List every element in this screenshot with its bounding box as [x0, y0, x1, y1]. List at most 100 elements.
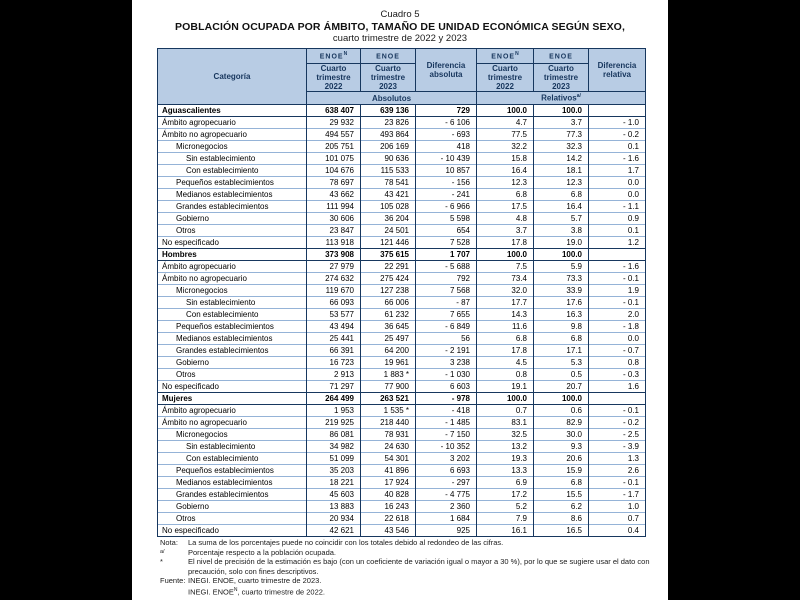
value-cell: 205 751	[306, 140, 361, 153]
table-row: Otros 2 913 1 883 * - 1 030 0.8 0.5- 0.3	[157, 368, 646, 381]
category-cell: Hombres	[157, 248, 307, 261]
value-cell: - 1.6	[588, 152, 646, 165]
table-row: Ámbito agropecuario 29 932 23 826- 6 106 4.…	[157, 116, 646, 129]
value-cell: 6.8	[533, 188, 589, 201]
table-row: Ámbito no agropecuario 274 632 275 424 792 7…	[157, 272, 646, 285]
absolutos-header: Absolutos	[306, 91, 477, 105]
value-cell: 792	[415, 272, 477, 285]
value-cell: - 1 030	[415, 368, 477, 381]
notes: Nota: La suma de los porcentajes puede n…	[160, 538, 654, 597]
value-cell: 13 883	[306, 500, 361, 513]
value-cell: 18 221	[306, 476, 361, 489]
value-cell: 100.0	[476, 392, 534, 405]
value-cell: 17.8	[476, 344, 534, 357]
category-cell: Gobierno	[157, 356, 307, 369]
absolutos-label: Absolutos	[371, 93, 412, 103]
survey-header-enoen-abs: ENOEN	[306, 48, 361, 64]
value-cell: 78 697	[306, 176, 361, 189]
value-cell: 6 603	[415, 380, 477, 393]
value-cell: - 241	[415, 188, 477, 201]
period-header-2022-rel: Cuarto trimestre 2022	[476, 63, 534, 92]
value-cell: 35 203	[306, 464, 361, 477]
value-cell: 100.0	[533, 248, 589, 261]
value-cell: 13.2	[476, 440, 534, 453]
value-cell: 19.3	[476, 452, 534, 465]
value-cell: 36 645	[360, 320, 416, 333]
category-cell: Ámbito no agropecuario	[157, 272, 307, 285]
category-cell: No especificado	[157, 524, 307, 537]
table-row: Ámbito no agropecuario 219 925 218 440- 1 …	[157, 416, 646, 429]
table-row: Con establecimiento 51 099 54 301 3 202 19.3…	[157, 452, 646, 465]
category-cell: Ámbito no agropecuario	[157, 416, 307, 429]
table-row: Aguascalientes 638 407 639 136 729 100.0 100.…	[157, 104, 646, 117]
value-cell: 61 232	[360, 308, 416, 321]
value-cell: - 87	[415, 296, 477, 309]
value-cell: 51 099	[306, 452, 361, 465]
value-cell: 111 994	[306, 200, 361, 213]
value-cell: - 5 688	[415, 260, 477, 273]
table-row: Grandes establecimientos 111 994 105 028- …	[157, 200, 646, 213]
value-cell: 32.5	[476, 428, 534, 441]
value-cell: 418	[415, 140, 477, 153]
value-cell: 6.2	[533, 500, 589, 513]
value-cell: 263 521	[360, 392, 416, 405]
note-row-nota: Nota: La suma de los porcentajes puede n…	[160, 538, 654, 548]
value-cell: 5.2	[476, 500, 534, 513]
category-cell: Ámbito no agropecuario	[157, 128, 307, 141]
value-cell: 1.9	[588, 284, 646, 297]
page-subtitle: cuarto trimestre de 2022 y 2023	[332, 33, 468, 44]
value-cell: 16.1	[476, 524, 534, 537]
nota-label: Nota:	[160, 538, 178, 547]
value-cell: - 2.5	[588, 428, 646, 441]
table-row: No especificado 113 918 121 446 7 528 17.8 19…	[157, 236, 646, 249]
table-row: No especificado 71 297 77 900 6 603 19.1 20.7…	[157, 380, 646, 393]
value-cell: - 1.8	[588, 320, 646, 333]
value-cell: 0.6	[533, 404, 589, 417]
value-cell: 15.8	[476, 152, 534, 165]
value-cell: 6.9	[476, 476, 534, 489]
category-cell: Pequeños establecimientos	[157, 464, 307, 477]
value-cell: 18.1	[533, 164, 589, 177]
value-cell: 3.8	[533, 224, 589, 237]
value-cell: - 1 485	[415, 416, 477, 429]
table-row: Otros 20 934 22 618 1 684 7.9 8.6 0.7	[157, 512, 646, 525]
category-cell: No especificado	[157, 380, 307, 393]
value-cell: 20.6	[533, 452, 589, 465]
value-cell: - 0.3	[588, 368, 646, 381]
value-cell: 100.0	[533, 392, 589, 405]
table-row: Grandes establecimientos 66 391 64 200- 2 …	[157, 344, 646, 357]
value-cell: 6.8	[476, 188, 534, 201]
value-cell: 1 883 *	[360, 368, 416, 381]
category-cell: Sin establecimiento	[157, 296, 307, 309]
value-cell: 5.7	[533, 212, 589, 225]
fuente-line-2-post: , cuarto trimestre de 2022.	[237, 587, 326, 597]
title-block: Cuadro 5 POBLACIÓN OCUPADA POR ÁMBITO, T…	[132, 9, 668, 45]
value-cell: 16.3	[533, 308, 589, 321]
page-title: POBLACIÓN OCUPADA POR ÁMBITO, TAMAÑO DE …	[175, 21, 625, 33]
value-cell: 4.7	[476, 116, 534, 129]
value-cell: 16.4	[533, 200, 589, 213]
value-cell: 0.1	[588, 140, 646, 153]
value-cell: 27 979	[306, 260, 361, 273]
value-cell: 23 826	[360, 116, 416, 129]
category-cell: Otros	[157, 512, 307, 525]
value-cell: 104 676	[306, 164, 361, 177]
value-cell: 4.5	[476, 356, 534, 369]
value-cell: 113 918	[306, 236, 361, 249]
table-row: Micronegocios 86 081 78 931- 7 150 32.5 30.0…	[157, 428, 646, 441]
category-cell: Otros	[157, 224, 307, 237]
value-cell: 30 606	[306, 212, 361, 225]
value-cell: - 0.2	[588, 416, 646, 429]
value-cell: 71 297	[306, 380, 361, 393]
value-cell: - 0.1	[588, 272, 646, 285]
table-row: Hombres 373 908 375 615 1 707 100.0 100.0	[157, 248, 646, 261]
data-table: Categoría ENOEN ENOE Diferencia absoluta…	[157, 48, 646, 537]
value-cell: 25 497	[360, 332, 416, 345]
value-cell: 32.0	[476, 284, 534, 297]
fuente-label: Fuente:	[160, 576, 186, 586]
value-cell: 20.7	[533, 380, 589, 393]
nota-text: La suma de los porcentajes puede no coin…	[188, 538, 504, 547]
value-cell: - 6 106	[415, 116, 477, 129]
value-cell: 13.3	[476, 464, 534, 477]
value-cell: 639 136	[360, 104, 416, 117]
